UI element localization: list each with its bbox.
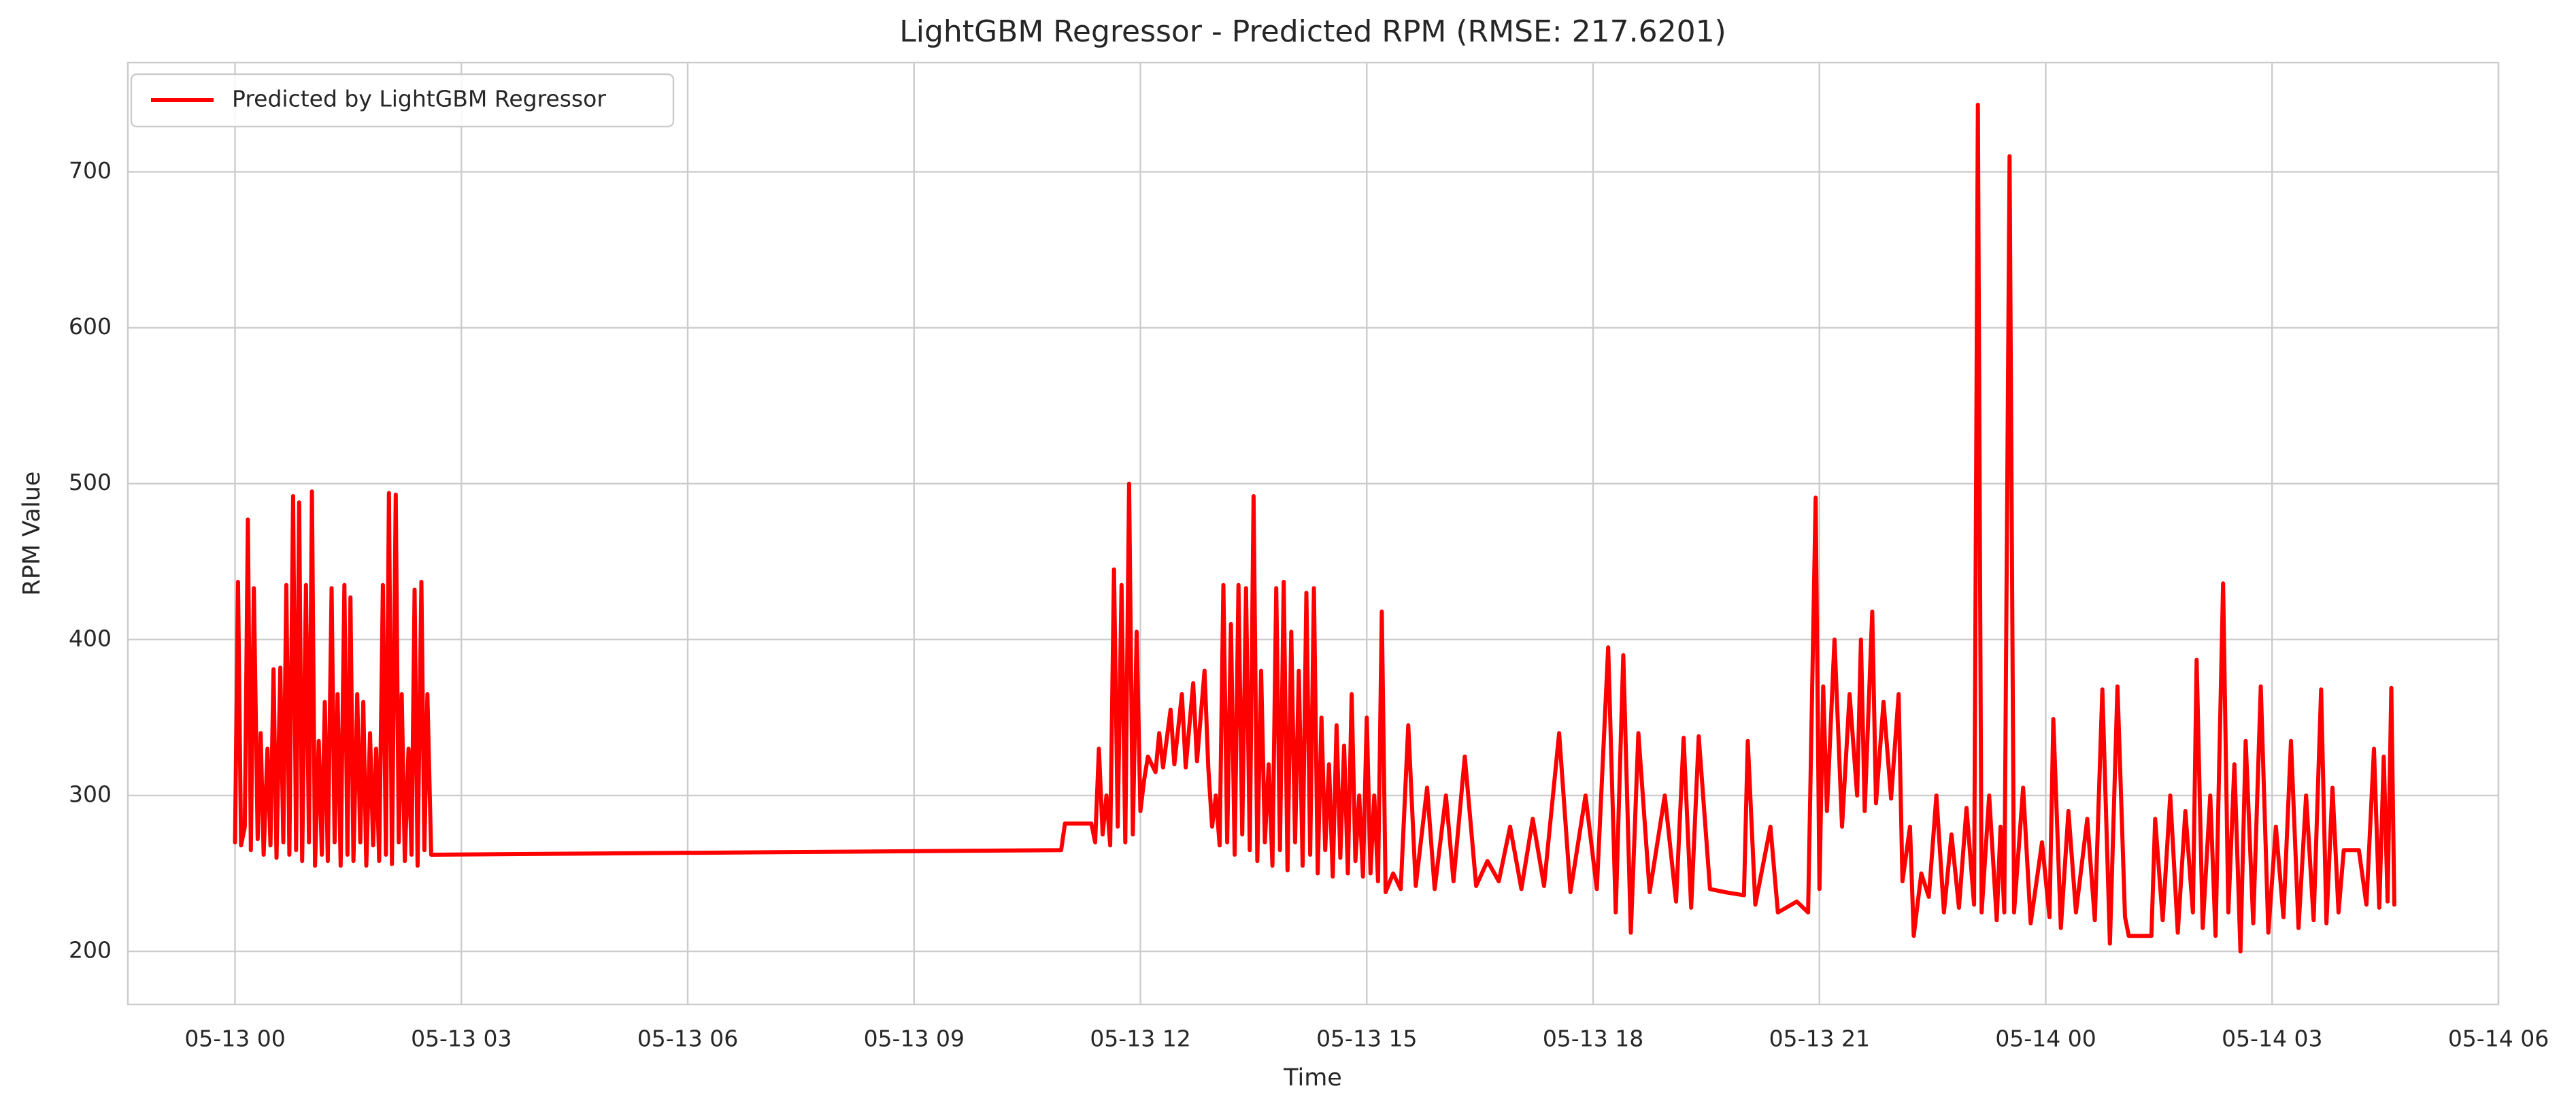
legend-box	[130, 73, 675, 128]
x-tick-label: 05-13 15	[1316, 1026, 1417, 1052]
data-line	[233, 102, 2396, 954]
y-axis-label: RPM Value	[18, 472, 46, 596]
plot-frame	[127, 61, 2500, 1006]
x-tick-label: 05-13 12	[1090, 1026, 1190, 1052]
y-tick-label: 200	[69, 937, 112, 964]
x-tick-label: 05-13 18	[1543, 1026, 1643, 1052]
y-tick-label: 400	[69, 625, 112, 651]
x-tick-label: 05-14 06	[2448, 1026, 2549, 1052]
y-tick-label: 500	[69, 469, 112, 495]
y-tick-label: 700	[69, 157, 112, 184]
y-tick-label: 300	[69, 781, 112, 807]
x-tick-label: 05-14 03	[2222, 1026, 2322, 1052]
x-tick-label: 05-13 21	[1769, 1026, 1870, 1052]
x-axis-label: Time	[1283, 1064, 1342, 1092]
x-tick-label: 05-13 03	[411, 1026, 512, 1052]
y-tick-label: 600	[69, 313, 112, 340]
x-tick-label: 05-14 00	[1995, 1026, 2096, 1052]
x-tick-label: 05-13 09	[864, 1026, 965, 1052]
x-tick-label: 05-13 06	[637, 1026, 738, 1052]
chart-title: LightGBM Regressor - Predicted RPM (RMSE…	[899, 14, 1726, 49]
legend-label: Predicted by LightGBM Regressor	[232, 86, 606, 112]
x-tick-label: 05-13 00	[184, 1026, 285, 1052]
